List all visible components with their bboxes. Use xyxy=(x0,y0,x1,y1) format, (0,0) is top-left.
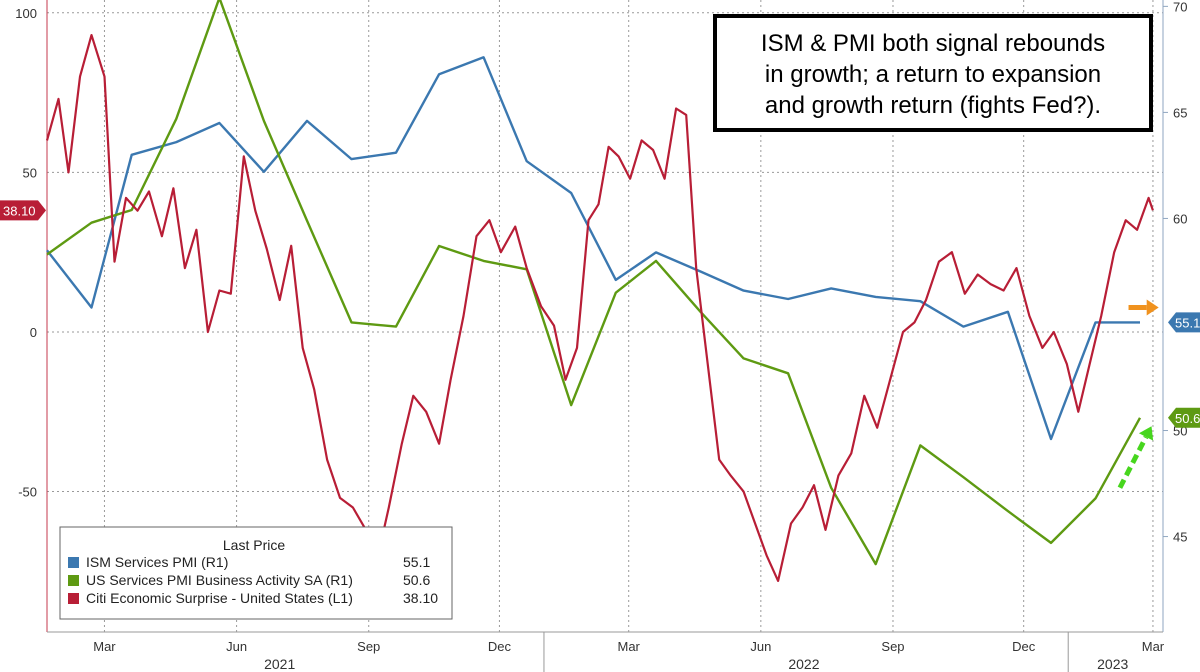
year-label: 2022 xyxy=(788,656,819,672)
year-label: 2021 xyxy=(264,656,295,672)
x-tick-label: Mar xyxy=(1142,639,1165,654)
legend: Last Price ISM Services PMI (R1) 55.1 US… xyxy=(59,526,453,620)
last-price-tag-1: 55.1 xyxy=(1168,312,1200,333)
legend-title: Last Price xyxy=(223,537,285,553)
series-line-0 xyxy=(46,56,1140,441)
annotation-line-2: in growth; a return to expansion xyxy=(765,61,1101,88)
series-line-2 xyxy=(45,33,1154,583)
x-tick-label: Sep xyxy=(881,639,904,654)
legend-label-citi: Citi Economic Surprise - United States (… xyxy=(86,590,353,606)
trend-arrows xyxy=(1117,299,1159,489)
last-price-tag-2: 50.6 xyxy=(1168,407,1200,428)
tag-shape xyxy=(1168,312,1200,333)
series-line-1 xyxy=(46,0,1142,566)
y-left-tick-label: 100 xyxy=(15,6,37,21)
last-price-tag-0: 38.10 xyxy=(0,200,46,221)
annotation-line-3: and growth return (fights Fed?). xyxy=(765,92,1101,119)
x-tick-label: Mar xyxy=(618,639,641,654)
x-tick-label: Dec xyxy=(1012,639,1036,654)
legend-swatch-us-pmi xyxy=(68,575,79,586)
y-right-tick-label: 45 xyxy=(1173,530,1187,545)
annotation-line-1: ISM & PMI both signal rebounds xyxy=(761,30,1105,57)
y-left-tick-label: 0 xyxy=(30,325,37,340)
tag-text: 55.1 xyxy=(1175,315,1200,330)
y-left-tick-label: 50 xyxy=(23,165,37,180)
tag-text: 50.6 xyxy=(1175,411,1200,426)
trend-arrow-head-1 xyxy=(1138,426,1154,441)
last-price-tags: 38.10 55.1 50.6 xyxy=(0,200,1200,428)
series-layer xyxy=(45,0,1154,583)
legend-label-ism: ISM Services PMI (R1) xyxy=(86,554,228,570)
legend-value-citi: 38.10 xyxy=(403,590,438,606)
trend-arrow-head-0 xyxy=(1146,299,1159,316)
annotation-box: ISM & PMI both signal rebounds in growth… xyxy=(713,14,1153,132)
y-right-tick-label: 65 xyxy=(1173,105,1187,120)
year-label: 2023 xyxy=(1097,656,1128,672)
tag-text: 38.10 xyxy=(3,203,36,218)
x-tick-label: Mar xyxy=(93,639,116,654)
x-tick-label: Sep xyxy=(357,639,380,654)
axes: Mar Jun Sep Dec Mar Jun Sep Dec Mar 100 50 0 -50 70 65… xyxy=(15,0,1187,672)
legend-value-us-pmi: 50.6 xyxy=(403,572,430,588)
x-tick-label: Jun xyxy=(750,639,771,654)
trend-arrow-shaft-1 xyxy=(1117,435,1149,489)
tag-shape xyxy=(1168,407,1200,428)
legend-swatch-citi xyxy=(68,593,79,604)
legend-value-ism: 55.1 xyxy=(403,554,430,570)
x-tick-label: Jun xyxy=(226,639,247,654)
tag-shape xyxy=(0,200,46,221)
legend-label-us-pmi: US Services PMI Business Activity SA (R1… xyxy=(86,572,353,588)
y-right-tick-label: 60 xyxy=(1173,211,1187,226)
y-right-tick-label: 70 xyxy=(1173,0,1187,14)
x-tick-label: Dec xyxy=(488,639,512,654)
y-left-tick-label: -50 xyxy=(18,485,37,500)
legend-swatch-ism xyxy=(68,557,79,568)
